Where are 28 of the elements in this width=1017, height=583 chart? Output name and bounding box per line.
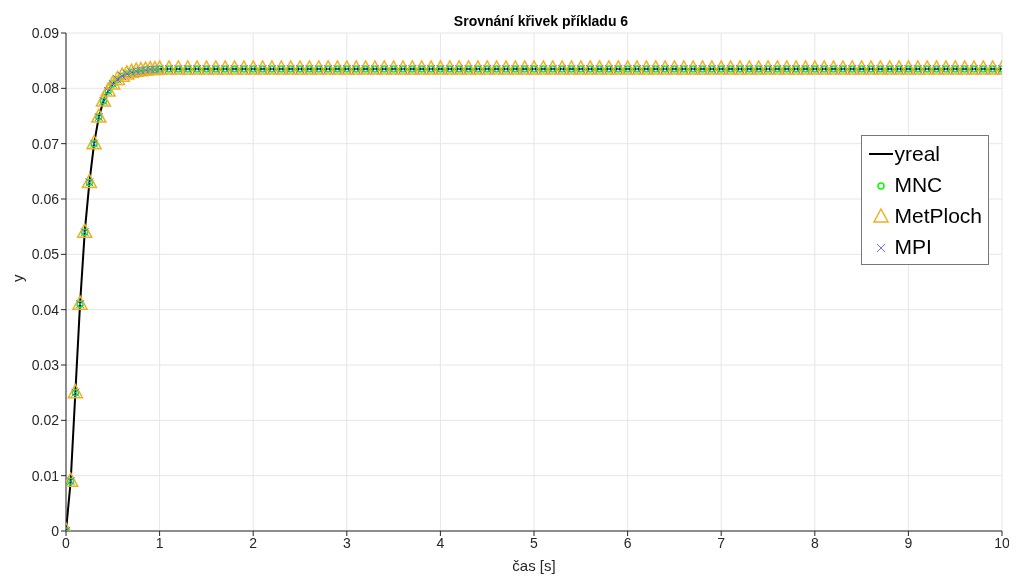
y-tick-label: 0.02	[31, 412, 60, 429]
x-tick-label: 4	[436, 534, 445, 551]
y-tick-label: 0.07	[31, 135, 60, 152]
y-tick-label: 0.03	[31, 356, 60, 373]
x-tick-label: 10	[994, 534, 1010, 551]
y-tick-label: 0.06	[31, 190, 60, 207]
x-tick-label: 8	[810, 534, 819, 551]
x-tick-label: 7	[717, 534, 726, 551]
x-tick-label: 6	[623, 534, 632, 551]
chart-title: Srovnání křivek příkladu 6	[453, 13, 629, 29]
y-tick-label: 0.08	[31, 80, 60, 97]
legend-label: MPI	[894, 234, 932, 260]
y-tick-label: 0.04	[31, 301, 60, 318]
x-tick-label: 3	[342, 534, 351, 551]
x-tick-label: 1	[155, 534, 164, 551]
x-axis-title: čas [s]	[512, 557, 556, 574]
y-axis-title: y	[9, 274, 27, 282]
x-tick-label: 5	[530, 534, 539, 551]
x-tick-label: 9	[904, 534, 913, 551]
legend-label: yreal	[894, 141, 940, 167]
y-tick-label: 0.09	[31, 24, 60, 41]
x-tick-label: 0	[62, 534, 71, 551]
y-tick-label: 0.05	[31, 246, 60, 263]
x-tick-label: 2	[249, 534, 258, 551]
y-tick-label: 0.01	[31, 467, 60, 484]
legend-label: MNC	[894, 172, 943, 198]
y-tick-label: 0	[51, 522, 60, 539]
legend-label: MetPloch	[894, 203, 982, 229]
